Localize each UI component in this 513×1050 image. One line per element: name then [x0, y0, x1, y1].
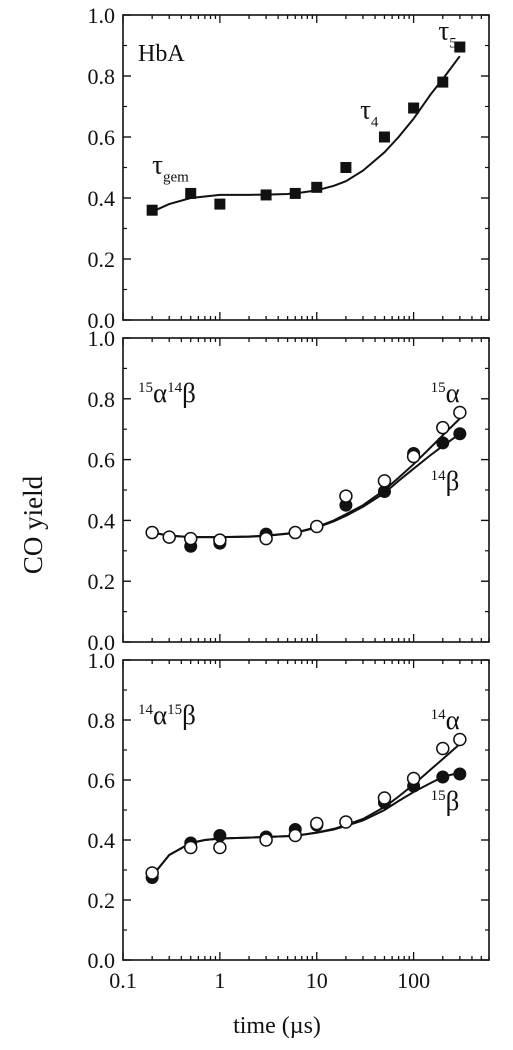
data-point [260, 189, 272, 201]
fit-curve [151, 743, 461, 877]
data-point [288, 828, 303, 843]
y-tick-label: 0.8 [88, 64, 116, 89]
y-tick-label: 0.4 [88, 508, 116, 533]
data-point [377, 474, 392, 488]
panel-label: 14α15β [138, 700, 196, 730]
panel-1: 0.0 0.2 0.4 0.6 0.8 1.0 HbA τgem τ4 τ5 [88, 3, 490, 333]
fit-curve [152, 417, 461, 539]
data-point [289, 187, 301, 199]
x-axis-label: time (µs) [233, 1013, 321, 1039]
y-tick-label: 0.8 [88, 708, 116, 733]
y-tick-label: 1.0 [88, 3, 116, 28]
data-point [340, 162, 352, 173]
y-tick-label: 0.6 [88, 448, 116, 473]
data-point [309, 816, 324, 831]
data-point [377, 791, 392, 805]
data-point [406, 449, 421, 464]
data-point [454, 41, 466, 53]
y-tick-label: 1.0 [88, 326, 116, 351]
curve-annotation: τ4 [360, 95, 379, 131]
panel-label: HbA [138, 41, 185, 67]
panel-label: 15α14β [138, 378, 196, 408]
y-tick-label: 0.4 [88, 186, 116, 211]
curve-annotation: 15β [431, 786, 460, 816]
data-point [436, 741, 450, 756]
y-axis-label: CO yield [18, 475, 48, 574]
data-point [437, 76, 449, 88]
y-tick-label: 0.2 [88, 888, 116, 913]
y-tick-label: 0.4 [88, 828, 116, 853]
data-point [453, 405, 467, 420]
data-point [311, 181, 323, 193]
x-tick-label: 100 [397, 968, 430, 993]
y-tick-label: 0.0 [88, 630, 116, 655]
data-point [339, 489, 353, 503]
x-tick-label: 0.1 [109, 968, 137, 993]
data-point [162, 530, 176, 544]
x-tick-label: 10 [306, 968, 328, 993]
data-point [406, 771, 421, 786]
data-point [436, 436, 450, 450]
fit-curve [151, 55, 461, 213]
data-point [453, 767, 467, 781]
y-tick-label: 0.0 [88, 308, 116, 333]
data-point [146, 204, 158, 216]
data-point [145, 866, 159, 880]
y-tick-label: 0.8 [88, 387, 116, 412]
y-tick-label: 0.2 [88, 247, 116, 272]
data-point [377, 485, 391, 499]
data-point [436, 420, 450, 435]
curve-annotation: τgem [152, 150, 189, 186]
data-point [214, 198, 226, 210]
x-tick-label: 1 [214, 968, 225, 993]
y-tick-label: 0.6 [88, 125, 116, 150]
y-tick-label: 0.0 [88, 948, 116, 973]
data-point [408, 102, 420, 114]
data-point [339, 815, 353, 829]
curve-annotation: 15α [431, 378, 460, 408]
data-point [288, 525, 303, 540]
curve-annotation: 14α [431, 705, 460, 735]
data-point [213, 533, 227, 547]
data-point [453, 732, 467, 747]
data-point [185, 187, 197, 199]
panels-group: 0.00.20.40.60.81.0HbAτgemτ4τ50.00.20.40.… [88, 3, 490, 993]
data-point [213, 829, 227, 842]
y-tick-label: 1.0 [88, 648, 116, 673]
data-point [183, 840, 198, 855]
curve-annotation: 14β [431, 466, 460, 496]
data-point [453, 427, 467, 441]
y-tick-label: 0.6 [88, 768, 116, 793]
data-point [309, 519, 324, 534]
data-point [436, 770, 450, 784]
data-point [378, 131, 390, 143]
data-point [213, 840, 227, 855]
data-point [259, 531, 273, 546]
data-point [259, 833, 273, 847]
curve-annotation: τ5 [438, 15, 456, 51]
y-tick-label: 0.2 [88, 569, 116, 594]
data-point [145, 525, 159, 540]
data-point [183, 531, 198, 546]
